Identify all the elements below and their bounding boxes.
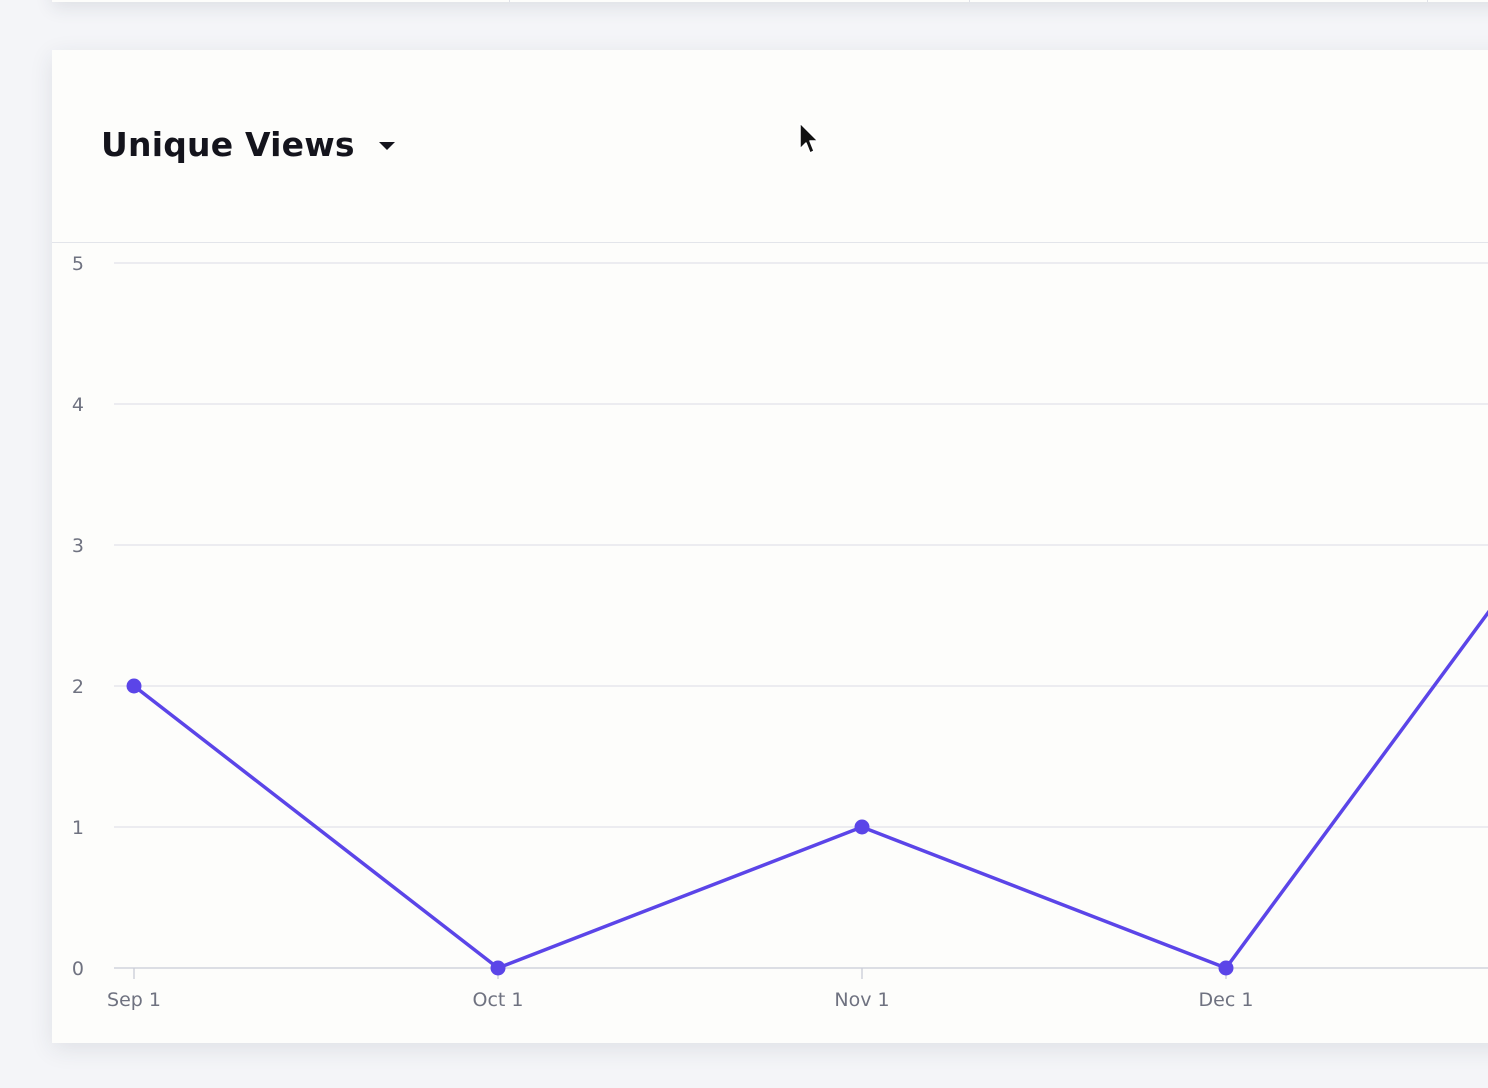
data-point [490, 960, 506, 976]
x-tick-label: Dec 1 [1199, 989, 1254, 1011]
y-tick-label: 5 [72, 253, 84, 275]
metric-title: Unique Views [101, 125, 355, 164]
card-divider [509, 0, 510, 2]
x-tick-label: Nov 1 [834, 989, 889, 1011]
card-divider [1427, 0, 1428, 2]
metric-dropdown[interactable]: Unique Views [101, 125, 395, 164]
data-point [854, 819, 870, 835]
y-tick-label: 2 [72, 676, 84, 698]
y-tick-label: 4 [72, 394, 84, 416]
mouse-cursor-icon [799, 122, 819, 154]
card-header: Unique Views [52, 50, 1488, 243]
caret-down-icon[interactable] [378, 141, 395, 150]
unique-views-card: Unique Views [52, 50, 1488, 1043]
x-tick-label: Oct 1 [473, 989, 524, 1011]
y-tick-label: 1 [72, 817, 84, 839]
x-tick-label: Sep 1 [107, 989, 161, 1011]
data-point [1218, 960, 1234, 976]
y-tick-label: 3 [72, 535, 84, 557]
data-point [126, 678, 142, 694]
previous-card [52, 0, 1488, 2]
series-line [132, 609, 1488, 970]
card-divider [969, 0, 970, 2]
y-tick-label: 0 [72, 958, 84, 980]
